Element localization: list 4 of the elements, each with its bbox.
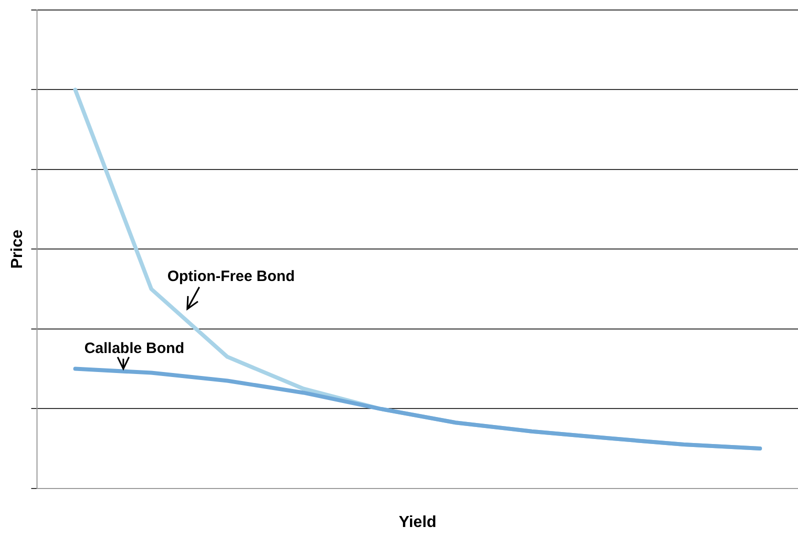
x-axis-title: Yield	[398, 514, 436, 531]
series-label: Option-Free Bond	[167, 268, 295, 286]
y-axis-title: Price	[9, 230, 26, 269]
series-label: Callable Bond	[84, 340, 184, 357]
